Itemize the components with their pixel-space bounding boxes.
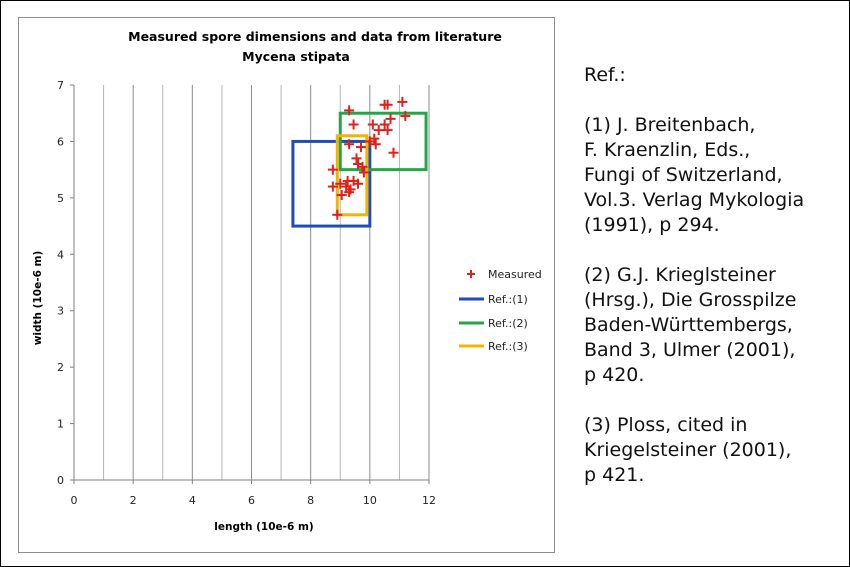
measured-point [379,119,390,130]
chart-panel: Measured spore dimensions and data from … [18,17,555,553]
measured-point [355,142,366,153]
legend-item: Measured [467,268,542,281]
measured-point [344,187,355,198]
measured-point [385,113,396,124]
y-tick-label: 4 [57,248,64,261]
legend: Measured Ref.:(1) Ref.:(2) Ref.:(3) [459,268,542,353]
reference-1: (1) J. Breitenbach, F. Kraenzlin, Eds., … [584,114,805,236]
y-tick-label: 0 [57,474,64,487]
measured-point [400,111,411,122]
measured-point [370,139,381,150]
measured-point [332,209,343,220]
x-tick-label: 2 [130,494,137,507]
x-tick-label: 0 [71,494,78,507]
measured-point [344,139,355,150]
y-tick-label: 6 [57,135,64,148]
measured-point [327,164,338,175]
legend-item: Ref.:(1) [459,293,528,306]
y-tick-label: 2 [57,361,64,374]
legend-label: Ref.:(2) [488,317,528,330]
ref-box-2 [338,111,428,172]
legend-label: Ref.:(1) [488,293,528,306]
x-tick-label: 8 [307,494,314,507]
references-heading: Ref.: [584,64,626,86]
measured-point [364,136,375,147]
measured-point [351,153,362,164]
measured-point [348,119,359,130]
measured-point [388,147,399,158]
measured-point [335,178,346,189]
y-tick-label: 3 [57,305,64,318]
measured-point [358,167,369,178]
measured-point [382,125,393,136]
chart-subtitle: Mycena stipata [242,49,350,64]
legend-label: Ref.:(3) [488,340,528,353]
ref-box-1 [291,139,372,228]
x-tick-label: 12 [422,494,436,507]
measured-point [373,125,384,136]
gridlines [103,85,430,480]
measured-point [344,105,355,116]
reference-3: (3) Ploss, cited in Kriegelsteiner (2001… [584,414,792,486]
plot-series [291,96,428,228]
legend-item: Ref.:(3) [459,340,528,353]
ref-box-3 [335,134,369,217]
measured-point [353,178,363,189]
y-tick-label: 7 [57,79,64,92]
measured-point [336,190,347,201]
measured-point [357,161,368,172]
y-tick-label: 1 [57,418,64,431]
x-tick-label: 10 [363,494,377,507]
legend-label: Measured [488,268,542,281]
chart-title: Measured spore dimensions and data from … [128,29,502,44]
references-panel: Ref.: (1) J. Breitenbach, F. Kraenzlin, … [584,63,839,513]
measured-point [397,96,408,107]
x-tick-label: 6 [248,494,255,507]
measured-point [327,181,338,192]
measured-point [382,99,393,110]
legend-item: Ref.:(2) [459,317,528,330]
x-axis-label: length (10e-6 m) [214,521,313,533]
reference-2: (2) G.J. Krieglsteiner (Hrsg.), Die Gros… [584,264,797,386]
y-axis-label: width (10e-6 m) [32,251,44,346]
measured-point [367,119,378,130]
axes [70,84,430,484]
x-tick-label: 4 [189,494,196,507]
scatter-chart: Measured spore dimensions and data from … [32,29,542,533]
y-tick-label: 5 [57,192,64,205]
